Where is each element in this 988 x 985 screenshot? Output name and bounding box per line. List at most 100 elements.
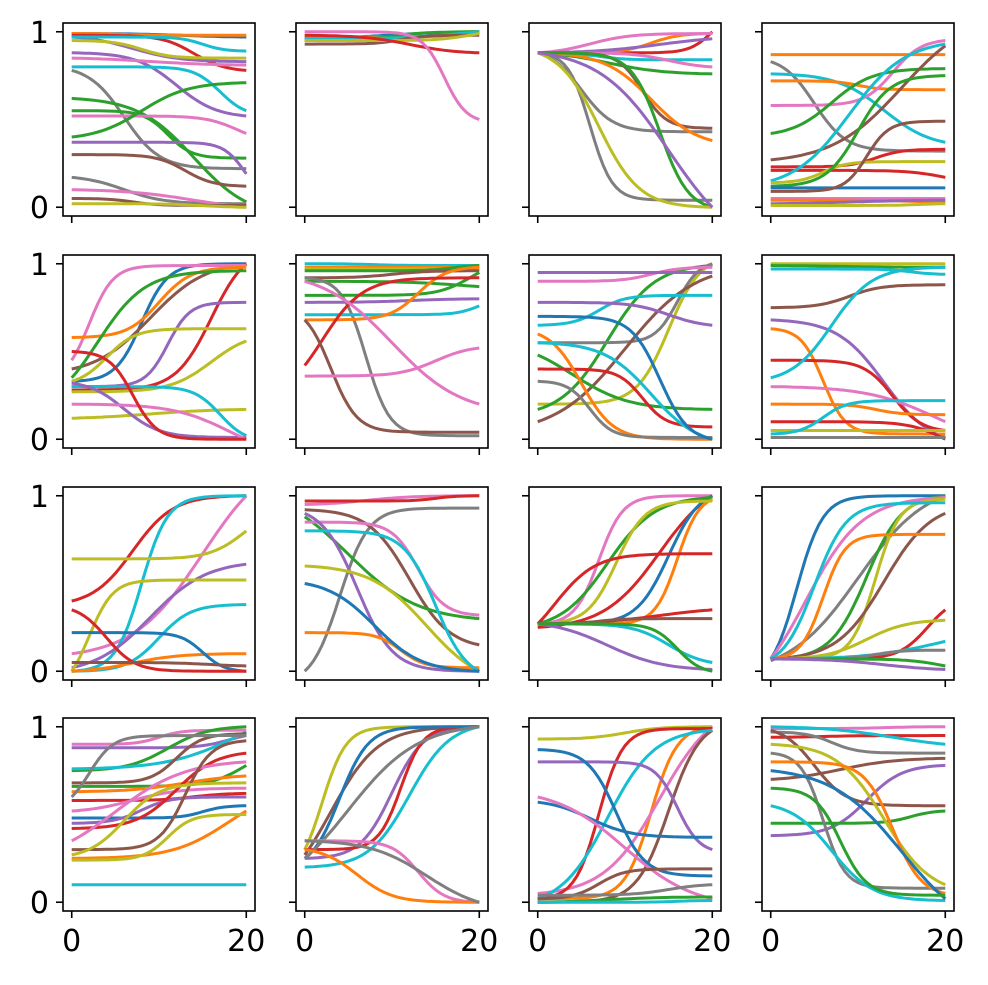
series-line [71, 804, 247, 820]
x-tick-label: 0 [761, 924, 780, 959]
panel-lines [770, 39, 947, 207]
series-line [71, 494, 247, 673]
series-line [304, 839, 480, 904]
series-line [769, 494, 946, 660]
series-line [71, 350, 247, 441]
panel-8 [755, 254, 955, 455]
series-line [304, 848, 480, 904]
series-line [71, 529, 248, 561]
series-line [71, 202, 247, 209]
series-line [71, 114, 247, 135]
series-line [71, 39, 247, 60]
series-line [537, 51, 713, 143]
panel-frame [62, 254, 256, 449]
series-line [770, 198, 946, 206]
series-line [537, 51, 713, 202]
series-line [304, 529, 481, 673]
panel-lines [537, 30, 714, 209]
series-line [770, 532, 946, 661]
series-line [304, 297, 480, 304]
series-line [304, 508, 480, 647]
series-line [537, 51, 713, 209]
series-line [71, 81, 247, 139]
series-line [71, 781, 247, 857]
series-line [537, 314, 713, 441]
x-tick-label: 20 [460, 924, 498, 959]
panel-12 [755, 486, 955, 687]
panel-lines [769, 494, 947, 671]
series-line [537, 262, 714, 406]
series-line [537, 341, 713, 441]
series-line [71, 327, 247, 383]
panel-frame [528, 486, 722, 681]
series-line [770, 725, 946, 746]
series-line [770, 72, 946, 144]
series-line [71, 188, 247, 209]
series-line [770, 358, 946, 432]
series-line [304, 494, 480, 503]
panel-lines [537, 262, 714, 441]
series-line [537, 883, 713, 897]
series-line [71, 385, 247, 438]
panel-1: 01 [30, 16, 256, 226]
series-line [71, 661, 247, 668]
series-line [304, 511, 480, 673]
panel-lines [537, 725, 714, 904]
series-line [71, 774, 247, 794]
y-tick-label: 1 [30, 248, 49, 283]
panel-lines [303, 494, 481, 673]
series-line [537, 51, 713, 209]
series-line [71, 32, 247, 37]
series-line [71, 56, 247, 67]
panel-frame [761, 717, 955, 912]
series-line [770, 763, 946, 838]
panel-lines [71, 32, 248, 209]
y-tick-label: 1 [30, 480, 49, 515]
panel-frame [528, 717, 722, 912]
panel-frame [62, 22, 256, 217]
series-line [303, 725, 480, 860]
panel-lines [70, 494, 248, 673]
series-line [537, 494, 713, 626]
series-line [304, 346, 480, 378]
panel-lines [770, 725, 947, 902]
series-line [71, 652, 247, 673]
series-line [770, 760, 946, 895]
series-line [304, 33, 480, 55]
series-line [304, 30, 480, 121]
panel-6 [289, 254, 489, 455]
series-line [537, 622, 713, 671]
series-line [70, 734, 247, 799]
series-line [537, 265, 713, 283]
series-line [770, 730, 946, 755]
panel-frame [295, 486, 489, 681]
series-line [537, 496, 713, 626]
series-line [304, 262, 480, 267]
series-line [303, 506, 480, 673]
y-tick-label: 0 [30, 423, 49, 458]
panel-5: 01 [30, 248, 256, 458]
series-line [70, 269, 247, 379]
series-line [70, 578, 247, 672]
series-line [304, 839, 480, 904]
series-line [770, 79, 946, 92]
panel-13: 010 20 [30, 711, 265, 959]
panel-lines [70, 262, 248, 441]
panel-lines [304, 30, 480, 121]
panel-frame [62, 717, 256, 912]
series-line [770, 734, 946, 739]
panel-lines [70, 725, 248, 887]
series-line [537, 494, 714, 626]
y-tick-label: 1 [30, 16, 49, 51]
series-line [770, 267, 946, 276]
series-line [770, 804, 946, 902]
series-line [71, 140, 248, 175]
panel-11 [522, 486, 722, 687]
panel-frame [761, 22, 955, 217]
series-line [71, 760, 247, 843]
series-line [71, 739, 247, 852]
series-line [304, 520, 480, 617]
panel-9: 01 [30, 480, 256, 690]
panel-frame [761, 486, 955, 681]
